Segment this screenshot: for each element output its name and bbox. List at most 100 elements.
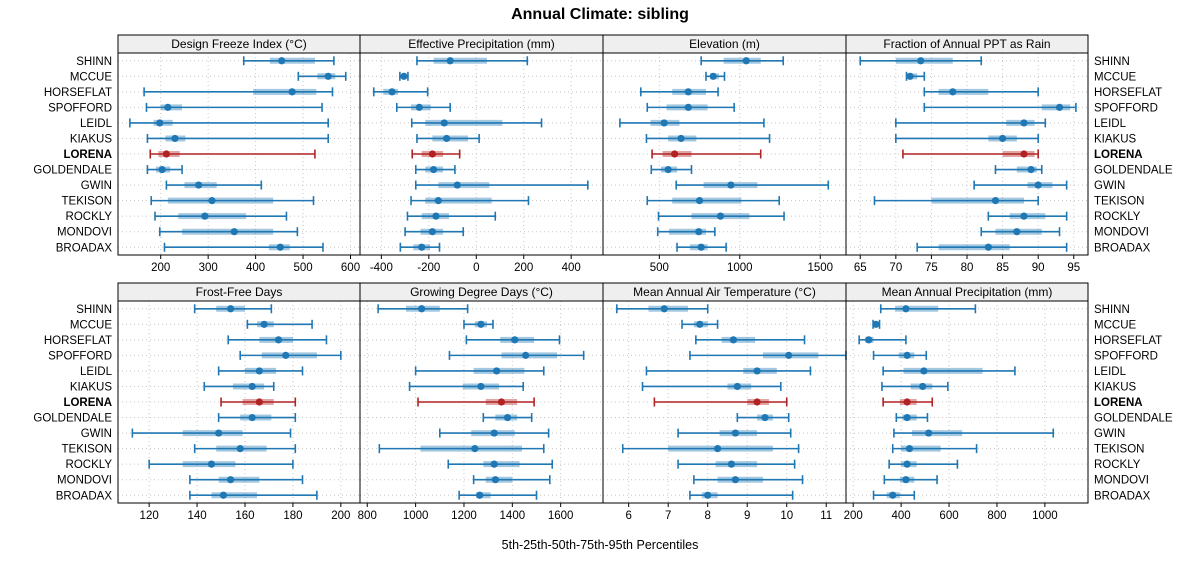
median-dot <box>453 181 461 189</box>
percentile-row-gwin <box>414 180 589 190</box>
station-label-lorena: LORENA <box>63 149 112 161</box>
percentile-row-broadax <box>189 490 318 500</box>
median-dot <box>522 351 530 359</box>
median-dot <box>902 305 910 313</box>
station-label-horseflat: HORSEFLAT <box>44 87 112 99</box>
percentile-row-broadax <box>458 490 538 500</box>
station-label-spofford: SPOFFORD <box>48 350 112 362</box>
percentile-row-shinn <box>416 56 529 66</box>
median-dot <box>208 197 216 205</box>
median-dot <box>920 367 928 375</box>
percentile-row-rockly <box>987 211 1068 221</box>
station-label-shinn: SHINN <box>1094 304 1130 316</box>
percentile-row-gwin <box>893 428 1055 438</box>
percentile-row-kiakus <box>408 381 525 391</box>
axis-tick-label: 1600 <box>548 510 574 522</box>
x-axis: 6 7 8 9 10 11 <box>625 503 832 522</box>
axis-tick-label: 65 <box>854 262 867 274</box>
median-dot <box>443 134 451 143</box>
station-label-shinn: SHINN <box>76 56 112 68</box>
percentile-row-lorena <box>411 149 461 159</box>
percentile-row-gwin <box>438 428 550 438</box>
median-dot <box>156 119 164 127</box>
station-label-mccue: MCCUE <box>70 71 112 83</box>
percentile-row-spofford <box>689 350 847 360</box>
median-dot <box>171 134 179 143</box>
axis-tick-label: 1000 <box>403 510 429 522</box>
percentile-row-tekison <box>873 196 1039 206</box>
percentile-row-mondovi <box>980 227 1061 237</box>
percentile-row-mccue <box>463 319 494 329</box>
axis-tick-label: 500 <box>293 262 312 274</box>
gridlines <box>846 301 1088 503</box>
station-label-rockly: ROCKLY <box>66 211 113 223</box>
station-labels-left-row2: SHINN MCCUE HORSEFLAT SPOFFORD LEIDL KIAKUS LO… <box>33 304 112 502</box>
percentile-row-leidl <box>414 366 545 376</box>
percentile-row-leidl <box>410 118 543 128</box>
percentile-row-spofford <box>145 102 323 112</box>
median-dot <box>917 57 925 65</box>
axis-tick-label: 70 <box>889 262 902 274</box>
median-dot <box>716 212 725 220</box>
percentile-row-kiakus <box>146 133 330 143</box>
percentile-row-gwin <box>677 428 792 438</box>
station-label-goldendale: GOLDENDALE <box>1094 165 1173 177</box>
station-label-spofford: SPOFFORD <box>1094 350 1158 362</box>
median-dot <box>511 336 519 344</box>
median-dot <box>903 413 911 422</box>
percentile-row-shinn <box>859 56 983 66</box>
median-dot <box>671 150 679 158</box>
percentile-row-tekison <box>150 196 315 206</box>
percentile-row-shinn <box>879 304 977 314</box>
axis-tick-label: 800 <box>358 510 377 522</box>
panel-title: Growing Degree Days (°C) <box>410 285 553 299</box>
axis-tick-label: 600 <box>341 262 360 274</box>
median-dot <box>697 243 705 251</box>
median-dot <box>255 398 263 406</box>
station-label-gwin: GWIN <box>1094 428 1125 440</box>
percentile-row-lorena <box>651 149 762 159</box>
x-axis: -400 -200 0 200 400 <box>370 255 581 274</box>
station-label-shinn: SHINN <box>76 304 112 316</box>
x-axis: 500 1000 1500 <box>650 255 833 274</box>
percentile-row-goldendale <box>736 413 790 423</box>
axis-tick-label: -400 <box>370 262 393 274</box>
station-label-horseflat: HORSEFLAT <box>1094 87 1162 99</box>
percentile-row-broadax <box>916 242 1068 252</box>
median-dot <box>695 197 704 205</box>
axis-tick-label: 140 <box>187 510 206 522</box>
median-dot <box>664 165 672 174</box>
percentile-row-goldendale <box>895 413 929 423</box>
axis-tick-label: 400 <box>892 510 911 522</box>
percentile-row-spofford <box>872 350 928 360</box>
axis-tick-label: 95 <box>1067 262 1080 274</box>
median-dot <box>260 320 268 328</box>
median-dot <box>903 398 911 406</box>
median-dot <box>660 305 668 313</box>
station-label-lorena: LORENA <box>1094 397 1143 409</box>
station-label-leidl: LEIDL <box>1094 118 1127 130</box>
median-dot <box>709 72 717 80</box>
median-dot <box>236 445 244 453</box>
median-dot <box>248 413 256 422</box>
panel-border <box>845 300 1089 504</box>
median-dot <box>278 57 286 65</box>
panel-title: Effective Precipitation (mm) <box>408 37 555 51</box>
median-dot <box>477 320 485 328</box>
median-dot <box>476 491 484 499</box>
percentile-row-mondovi <box>693 475 804 485</box>
station-label-broadax: BROADAX <box>56 490 113 502</box>
percentile-row-broadax <box>872 490 916 500</box>
panel-title: Frost-Free Days <box>196 285 283 299</box>
median-dot <box>1013 228 1021 236</box>
percentile-row-spofford <box>395 102 451 112</box>
median-dot <box>865 336 873 344</box>
percentile-row-kiakus <box>641 381 782 391</box>
station-label-broadax: BROADAX <box>1094 242 1151 254</box>
percentile-row-tekison <box>193 444 297 454</box>
median-dot <box>490 429 498 437</box>
median-dot <box>162 150 170 158</box>
median-dot <box>731 429 739 437</box>
median-dot <box>684 103 692 111</box>
